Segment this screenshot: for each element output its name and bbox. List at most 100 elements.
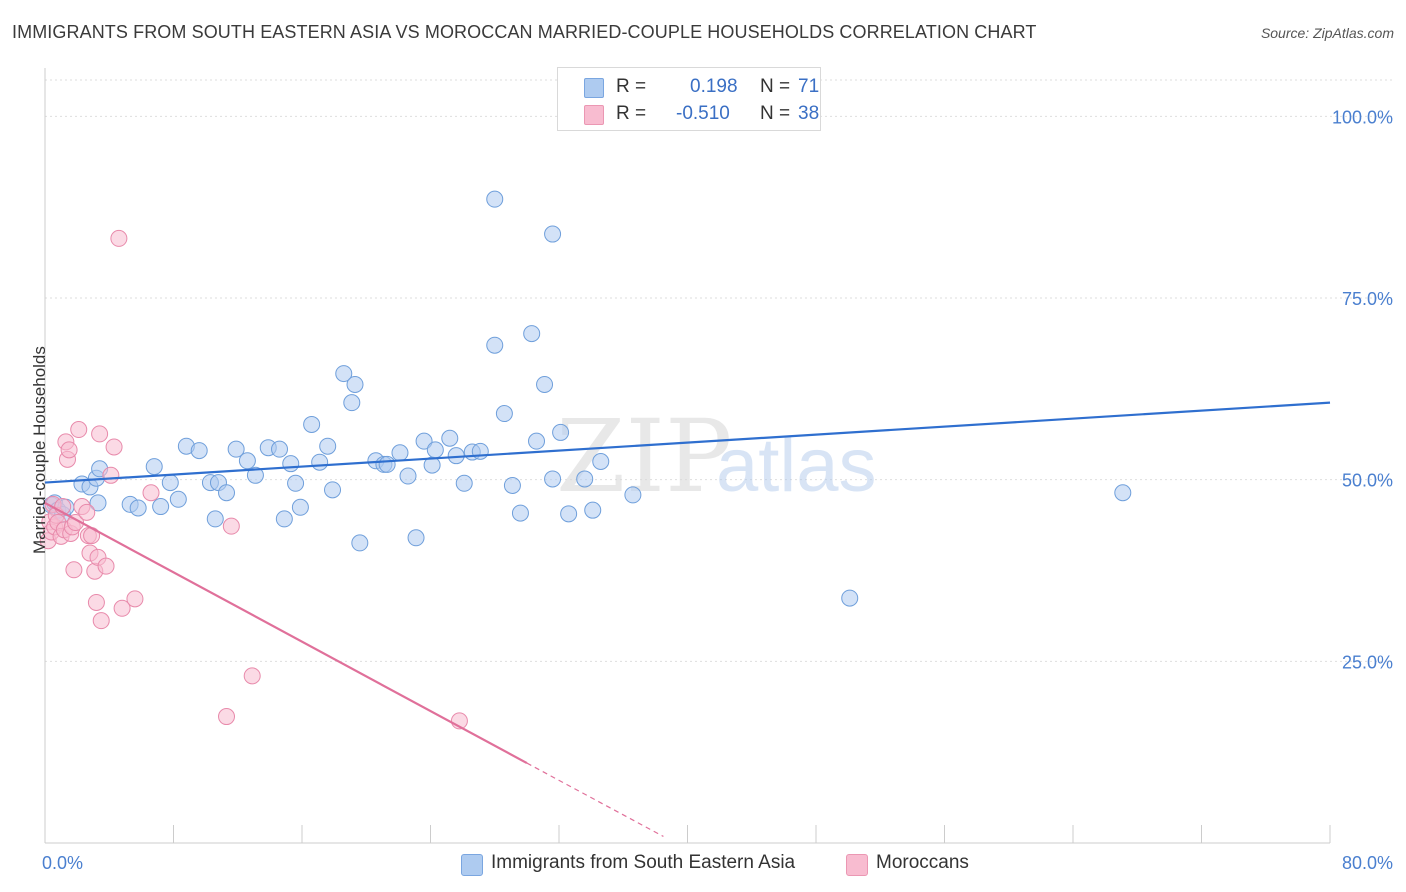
y-tick-label: 100.0% xyxy=(1332,107,1393,127)
point-immigrants xyxy=(287,474,305,492)
point-immigrants xyxy=(275,510,293,528)
point-moroccans xyxy=(126,590,144,608)
point-moroccans xyxy=(243,667,261,685)
point-moroccans xyxy=(105,438,123,456)
legend-n-value: 71 xyxy=(798,76,820,97)
point-immigrants xyxy=(399,467,417,485)
legend-swatch-blue xyxy=(584,78,604,98)
point-immigrants xyxy=(145,458,163,476)
point-immigrants xyxy=(190,442,208,460)
point-immigrants xyxy=(311,453,329,471)
axes xyxy=(44,68,1331,844)
point-moroccans xyxy=(97,557,115,575)
point-moroccans xyxy=(102,466,120,484)
point-immigrants xyxy=(441,429,459,447)
point-moroccans xyxy=(91,425,109,443)
point-immigrants xyxy=(335,365,353,383)
point-immigrants xyxy=(218,484,236,502)
point-immigrants xyxy=(407,529,425,547)
point-immigrants xyxy=(523,325,541,343)
legend-r-value: 0.198 xyxy=(690,76,738,97)
trend-line-immigrants xyxy=(44,401,1331,484)
point-immigrants xyxy=(544,225,562,243)
watermark-zip: ZIP xyxy=(556,398,732,515)
point-moroccans xyxy=(222,517,240,535)
point-immigrants xyxy=(346,375,364,393)
point-immigrants xyxy=(486,190,504,208)
legend-n-value: 38 xyxy=(798,103,820,124)
bottom-legend-swatch-blue xyxy=(461,854,483,876)
trend-line-moroccans-extension xyxy=(526,762,664,837)
point-immigrants xyxy=(271,440,289,458)
legend-r-label: R = xyxy=(616,76,647,97)
point-moroccans xyxy=(110,229,128,247)
point-immigrants xyxy=(282,455,300,473)
point-immigrants xyxy=(343,394,361,412)
y-tick-label: 25.0% xyxy=(1342,652,1393,672)
watermark-atlas: atlas xyxy=(716,423,877,508)
point-immigrants xyxy=(584,501,602,519)
point-immigrants xyxy=(227,440,245,458)
x-tick-label: 80.0% xyxy=(1342,853,1393,873)
point-immigrants xyxy=(528,432,546,450)
point-immigrants xyxy=(503,476,521,494)
point-moroccans xyxy=(92,612,110,630)
y-axis-label: Married-couple Households xyxy=(30,346,49,554)
point-immigrants xyxy=(536,375,554,393)
point-immigrants xyxy=(624,486,642,504)
point-moroccans xyxy=(60,441,78,459)
point-immigrants xyxy=(544,470,562,488)
point-moroccans xyxy=(113,599,131,617)
x-tick-label: 0.0% xyxy=(42,853,83,873)
point-immigrants xyxy=(486,336,504,354)
point-moroccans xyxy=(142,484,160,502)
point-immigrants xyxy=(169,490,187,508)
point-moroccans xyxy=(218,708,236,726)
watermark: ZIP atlas xyxy=(556,398,877,515)
point-immigrants xyxy=(511,504,529,522)
point-immigrants xyxy=(1114,484,1132,502)
point-immigrants xyxy=(495,405,513,423)
point-immigrants xyxy=(592,453,610,470)
legend-swatch-pink xyxy=(584,105,604,125)
point-immigrants xyxy=(246,466,264,484)
point-immigrants xyxy=(206,510,224,528)
tick-labels: 25.0% 50.0% 75.0% 100.0% 0.0% 80.0% xyxy=(42,107,1393,873)
point-immigrants xyxy=(378,455,396,473)
y-tick-label: 50.0% xyxy=(1342,471,1393,491)
point-immigrants xyxy=(560,505,578,523)
point-immigrants xyxy=(351,534,369,552)
point-immigrants xyxy=(415,432,433,450)
bottom-legend-swatch-pink xyxy=(846,854,868,876)
y-tick-label: 75.0% xyxy=(1342,289,1393,309)
point-immigrants xyxy=(455,474,473,492)
legend-r-label: R = xyxy=(616,103,647,124)
bottom-legend-label: Immigrants from South Eastern Asia xyxy=(491,852,796,873)
point-immigrants xyxy=(303,415,321,433)
point-immigrants xyxy=(238,452,256,470)
legend-n-label: N = xyxy=(760,76,791,97)
point-moroccans xyxy=(78,503,96,521)
point-immigrants xyxy=(152,498,170,516)
point-immigrants xyxy=(391,444,409,462)
point-immigrants xyxy=(129,499,147,517)
point-immigrants xyxy=(89,494,107,512)
bottom-legend-label: Moroccans xyxy=(876,852,969,873)
stats-legend: R = 0.198 N = 71 R = -0.510 N = 38 xyxy=(557,67,821,131)
point-immigrants xyxy=(426,441,444,459)
point-moroccans xyxy=(87,593,105,611)
gridlines xyxy=(45,79,1392,662)
point-immigrants xyxy=(552,423,570,441)
point-moroccans xyxy=(70,421,88,439)
point-immigrants xyxy=(324,481,342,499)
point-immigrants xyxy=(291,498,309,516)
point-immigrants xyxy=(161,474,179,492)
legend-n-label: N = xyxy=(760,103,791,124)
point-immigrants xyxy=(841,589,859,607)
point-immigrants xyxy=(319,437,337,455)
source-credit: Source: ZipAtlas.com xyxy=(1260,25,1394,41)
trend-line-moroccans xyxy=(44,501,528,765)
point-immigrants xyxy=(576,470,594,488)
chart-title: IMMIGRANTS FROM SOUTH EASTERN ASIA VS MO… xyxy=(12,22,1037,42)
